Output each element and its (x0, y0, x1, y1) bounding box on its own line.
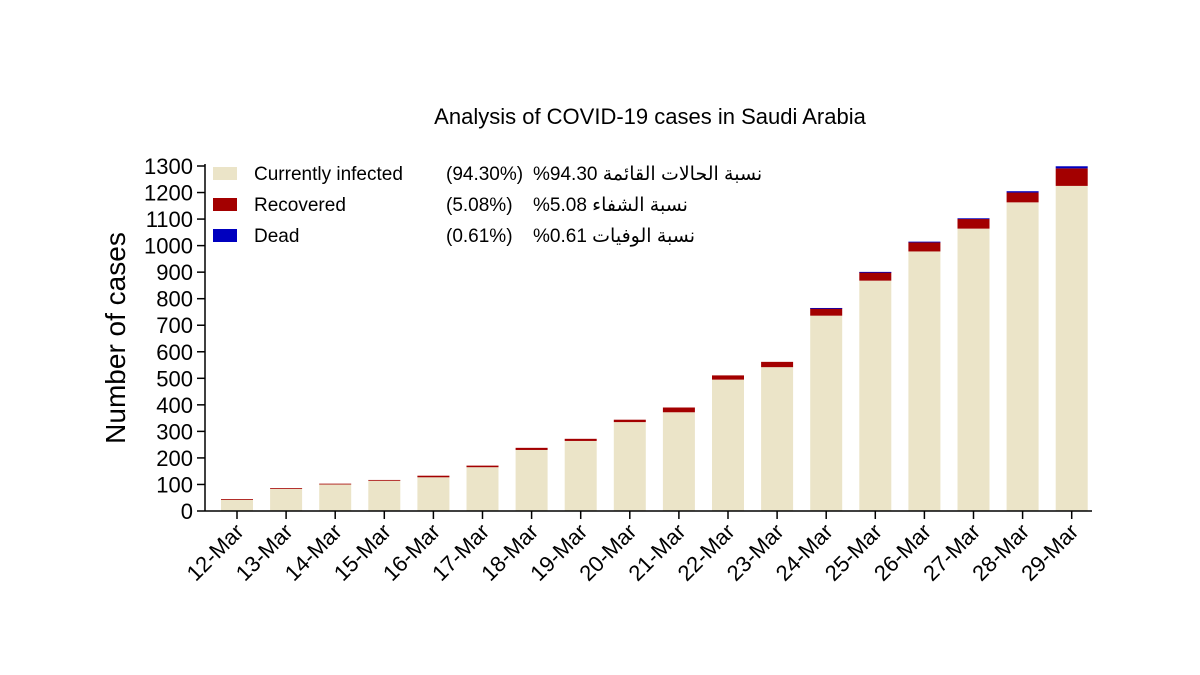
bar-dead-29-Mar (1055, 166, 1088, 169)
bar-recovered-16-Mar (417, 475, 450, 478)
y-tick-label-300: 300 (156, 419, 193, 444)
y-tick-label-1200: 1200 (144, 181, 193, 206)
axes-group: 0100200300400500600700800900100011001200… (144, 154, 1092, 586)
y-tick-label-0: 0 (181, 499, 193, 524)
bar-recovered-13-Mar (270, 488, 303, 489)
bar-currently-infected-21-Mar (662, 412, 695, 511)
bar-currently-infected-25-Mar (859, 280, 892, 511)
legend-pct-currently-infected: (94.30%) (446, 164, 523, 185)
bar-recovered-26-Mar (908, 242, 941, 252)
bar-currently-infected-26-Mar (908, 251, 941, 511)
bar-currently-infected-12-Mar (221, 499, 253, 511)
legend-label-currently-infected: Currently infected (254, 164, 403, 185)
y-tick-label-800: 800 (156, 287, 193, 312)
bar-currently-infected-24-Mar (810, 315, 843, 511)
bar-currently-infected-14-Mar (319, 483, 352, 511)
bar-currently-infected-16-Mar (417, 477, 450, 511)
bar-recovered-12-Mar (221, 499, 253, 500)
bar-recovered-15-Mar (368, 479, 401, 481)
bar-dead-28-Mar (1006, 191, 1039, 193)
y-tick-label-900: 900 (156, 260, 193, 285)
bar-currently-infected-29-Mar (1055, 185, 1088, 511)
y-tick-label-600: 600 (156, 340, 193, 365)
chart-title: Analysis of COVID-19 cases in Saudi Arab… (434, 104, 866, 129)
bar-recovered-29-Mar (1055, 168, 1088, 186)
legend: Currently infected (94.30%) نسبة الحالات ا… (213, 164, 762, 247)
legend-pct-dead: (0.61%) (446, 226, 513, 247)
bar-currently-infected-13-Mar (270, 488, 303, 511)
bar-dead-24-Mar (810, 307, 843, 309)
bar-recovered-19-Mar (564, 438, 597, 441)
bar-recovered-22-Mar (712, 375, 744, 380)
y-tick-label-200: 200 (156, 446, 193, 471)
y-tick-label-100: 100 (156, 472, 193, 497)
bar-currently-infected-27-Mar (957, 228, 990, 511)
y-tick-label-700: 700 (156, 313, 193, 338)
legend-swatch-currently-infected (213, 167, 237, 180)
bar-recovered-25-Mar (859, 272, 892, 281)
legend-arabic-currently-infected: نسبة الحالات القائمة 94.30% (533, 164, 762, 185)
bar-currently-infected-20-Mar (613, 422, 646, 511)
legend-swatch-recovered (213, 198, 237, 211)
legend-pct-recovered: (5.08%) (446, 195, 513, 216)
bar-currently-infected-17-Mar (466, 467, 499, 511)
bar-dead-25-Mar (859, 271, 892, 273)
bar-recovered-23-Mar (761, 361, 794, 368)
bar-recovered-21-Mar (662, 407, 695, 413)
bar-recovered-18-Mar (515, 447, 548, 450)
bar-recovered-28-Mar (1006, 192, 1039, 203)
bar-currently-infected-22-Mar (712, 379, 744, 511)
bar-currently-infected-18-Mar (515, 449, 548, 511)
legend-arabic-recovered: نسبة الشفاء 5.08% (533, 195, 688, 216)
legend-arabic-dead: نسبة الوفيات 0.61% (533, 226, 695, 247)
y-tick-label-1000: 1000 (144, 234, 193, 259)
legend-label-recovered: Recovered (254, 195, 346, 216)
bar-recovered-14-Mar (319, 483, 352, 485)
y-tick-label-400: 400 (156, 393, 193, 418)
bars-group (221, 166, 1088, 511)
bar-recovered-24-Mar (810, 308, 843, 316)
bar-dead-27-Mar (957, 218, 990, 220)
legend-swatch-dead (213, 229, 237, 242)
bar-recovered-27-Mar (957, 218, 990, 229)
y-axis-label: Number of cases (100, 232, 131, 444)
bar-currently-infected-19-Mar (564, 440, 597, 511)
bar-dead-26-Mar (908, 241, 941, 243)
y-tick-label-1100: 1100 (146, 207, 193, 232)
legend-label-dead: Dead (254, 226, 299, 247)
bar-recovered-17-Mar (466, 465, 499, 468)
y-tick-label-500: 500 (156, 366, 193, 391)
bar-currently-infected-23-Mar (761, 367, 794, 511)
bar-currently-infected-28-Mar (1006, 202, 1039, 511)
bar-currently-infected-15-Mar (368, 480, 401, 511)
y-tick-label-1300: 1300 (144, 154, 193, 179)
bar-recovered-20-Mar (613, 419, 646, 423)
